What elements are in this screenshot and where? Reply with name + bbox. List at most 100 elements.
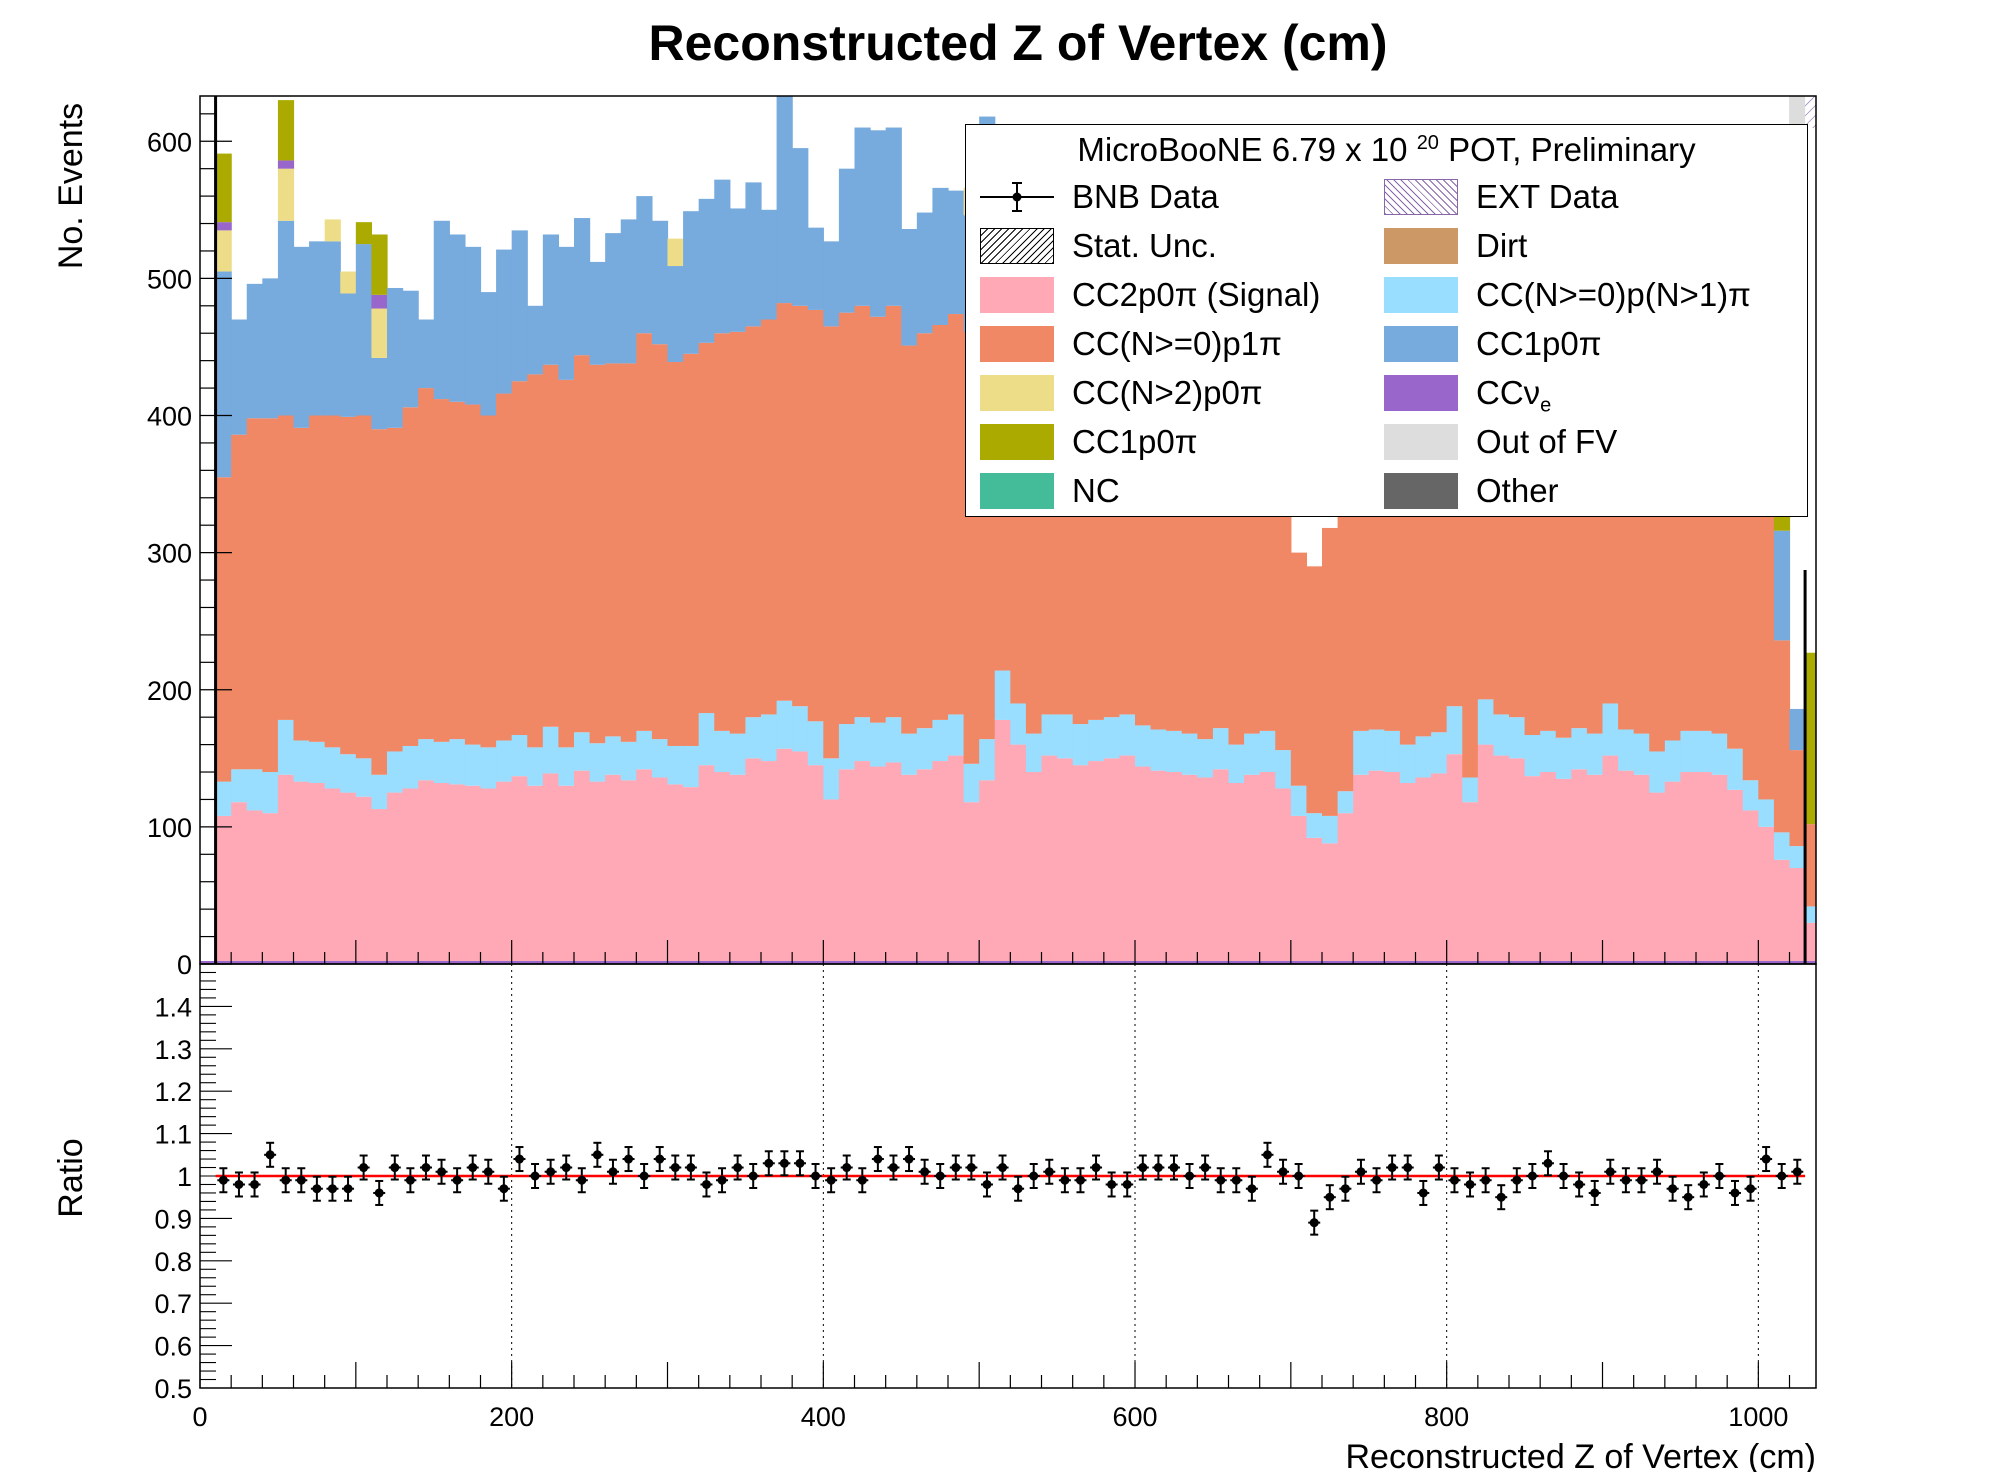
bar-4-4 [277, 168, 295, 221]
bar-3-46 [932, 187, 949, 325]
ratio-marker-26 [624, 1154, 634, 1164]
ratio-tick-label-3: 0.8 [154, 1247, 192, 1277]
bar-2-45 [916, 333, 934, 729]
ratio-point-19 [513, 1146, 526, 1173]
bar-3-34 [745, 182, 762, 327]
ratio-marker-63 [1200, 1163, 1210, 1173]
bar-0-12 [402, 788, 419, 964]
ratio-point-65 [1230, 1167, 1243, 1194]
legend-right-swatch-1 [1384, 228, 1458, 264]
bar-2-27 [636, 333, 653, 731]
ratio-marker-55 [1075, 1175, 1085, 1185]
bar-0-23 [574, 770, 591, 964]
bar-3-6 [309, 241, 326, 416]
y-tick-label-2: 200 [147, 676, 192, 706]
ratio-marker-95 [1699, 1179, 1709, 1189]
ratio-point-25 [606, 1158, 619, 1185]
bar-1-15 [449, 739, 466, 785]
bar-0-83 [1509, 758, 1526, 964]
ratio-marker-92 [1652, 1167, 1662, 1177]
ratio-point-32 [716, 1167, 729, 1194]
bar-0-59 [1135, 766, 1152, 964]
ratio-point-53 [1043, 1158, 1056, 1185]
bar-0-64 [1212, 769, 1230, 964]
x-axis-label: Reconstructed Z of Vertex (cm) [1346, 1438, 1817, 1472]
ratio-point-55 [1074, 1167, 1087, 1194]
bar-0-92 [1649, 792, 1666, 964]
ratio-marker-89 [1605, 1167, 1615, 1177]
ratio-point-51 [1012, 1175, 1025, 1202]
bar-1-80 [1462, 777, 1479, 803]
ratio-marker-24 [592, 1150, 602, 1160]
bar-1-33 [729, 733, 747, 775]
ratio-marker-81 [1481, 1175, 1491, 1185]
ratio-point-18 [497, 1175, 510, 1202]
bar-2-3 [262, 418, 279, 773]
bar-1-29 [667, 745, 684, 785]
bar-1-19 [511, 735, 528, 777]
ratio-marker-34 [748, 1171, 758, 1181]
ratio-marker-37 [795, 1158, 805, 1168]
bar-2-13 [418, 388, 435, 740]
bar-2-46 [932, 324, 949, 720]
bar-0-7 [324, 788, 341, 964]
bar-0-24 [589, 781, 606, 964]
bar-3-36 [776, 96, 793, 304]
bar-1-54 [1057, 714, 1074, 759]
legend-left-label-3: CC(N>=0)p1π [1072, 325, 1282, 362]
ratio-point-97 [1728, 1179, 1741, 1206]
ratio-marker-94 [1683, 1192, 1693, 1202]
ratio-marker-7 [327, 1184, 337, 1194]
bar-0-41 [854, 761, 871, 964]
bar-0-55 [1072, 765, 1089, 964]
bar-4-29 [667, 238, 684, 267]
legend-left-label-2: CC2p0π (Signal) [1072, 276, 1321, 313]
bar-0-60 [1150, 770, 1167, 964]
bar-2-47 [948, 314, 965, 715]
bar-5-0 [215, 222, 232, 231]
bar-0-75 [1384, 772, 1401, 964]
bar-0-91 [1633, 774, 1650, 964]
ratio-marker-65 [1231, 1175, 1241, 1185]
bar-0-67 [1259, 772, 1276, 964]
ratio-tick-label-2: 0.7 [154, 1289, 192, 1319]
y-axis-label: No. Events [52, 103, 90, 269]
bar-2-42 [870, 316, 887, 723]
bar-1-86 [1555, 737, 1572, 779]
ratio-marker-52 [1029, 1171, 1039, 1181]
ratio-marker-10 [374, 1188, 384, 1198]
bar-0-81 [1477, 744, 1495, 964]
bar-0-53 [1041, 755, 1058, 964]
bar-0-86 [1555, 778, 1572, 964]
bar-0-63 [1197, 777, 1214, 964]
bar-0-17 [480, 788, 497, 964]
legend-left-swatch-1 [980, 228, 1054, 264]
bar-3-17 [480, 292, 497, 416]
ratio-marker-97 [1730, 1188, 1740, 1198]
ratio-point-9 [357, 1154, 370, 1181]
bar-1-36 [776, 700, 793, 749]
ratio-point-2 [248, 1171, 261, 1198]
x-tick-label-1: 200 [489, 1402, 534, 1432]
bar-2-17 [480, 415, 497, 748]
ratio-marker-25 [608, 1167, 618, 1177]
bar-6-4 [277, 100, 295, 161]
ratio-marker-90 [1621, 1175, 1631, 1185]
ratio-point-60 [1152, 1154, 1165, 1181]
ratio-marker-66 [1247, 1184, 1257, 1194]
ratio-marker-18 [499, 1184, 509, 1194]
ratio-point-6 [310, 1175, 323, 1202]
bar-0-90 [1618, 770, 1635, 964]
bar-3-22 [558, 246, 575, 380]
bar-1-8 [340, 754, 357, 793]
bar-1-55 [1072, 724, 1089, 766]
ratio-marker-20 [530, 1171, 540, 1181]
bar-1-91 [1633, 733, 1650, 775]
bar-2-18 [496, 393, 513, 741]
ratio-marker-40 [842, 1163, 852, 1173]
ratio-point-83 [1510, 1167, 1523, 1194]
bar-0-33 [729, 774, 747, 964]
ratio-point-46 [934, 1163, 947, 1189]
bar-2-11 [387, 427, 404, 752]
ratio-point-7 [326, 1175, 339, 1202]
